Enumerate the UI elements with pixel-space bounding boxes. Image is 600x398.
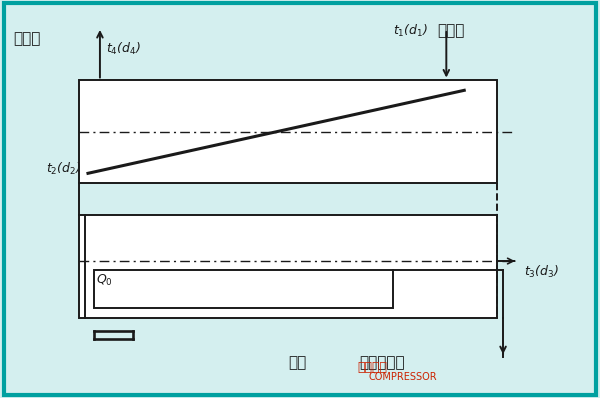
Text: $t_4$(d$_4$): $t_4$(d$_4$) [106, 41, 141, 57]
Text: 凝結水排出: 凝結水排出 [360, 355, 406, 370]
Text: $Q_0$: $Q_0$ [96, 273, 113, 288]
Text: $t_1$(d$_1$): $t_1$(d$_1$) [392, 23, 428, 39]
Text: 壓縮機志: 壓縮機志 [358, 361, 388, 374]
Text: 干空氣: 干空氣 [13, 31, 41, 46]
Text: COMPRESSOR: COMPRESSOR [368, 372, 437, 382]
Bar [94, 270, 392, 308]
Text: $t_3$(d$_3$): $t_3$(d$_3$) [524, 264, 559, 280]
Bar [79, 80, 497, 183]
Text: 冷媒: 冷媒 [288, 355, 307, 370]
Bar [79, 215, 497, 318]
Text: $t_2$(d$_2$): $t_2$(d$_2$) [46, 161, 82, 178]
Text: 濕空氣: 濕空氣 [437, 23, 465, 38]
